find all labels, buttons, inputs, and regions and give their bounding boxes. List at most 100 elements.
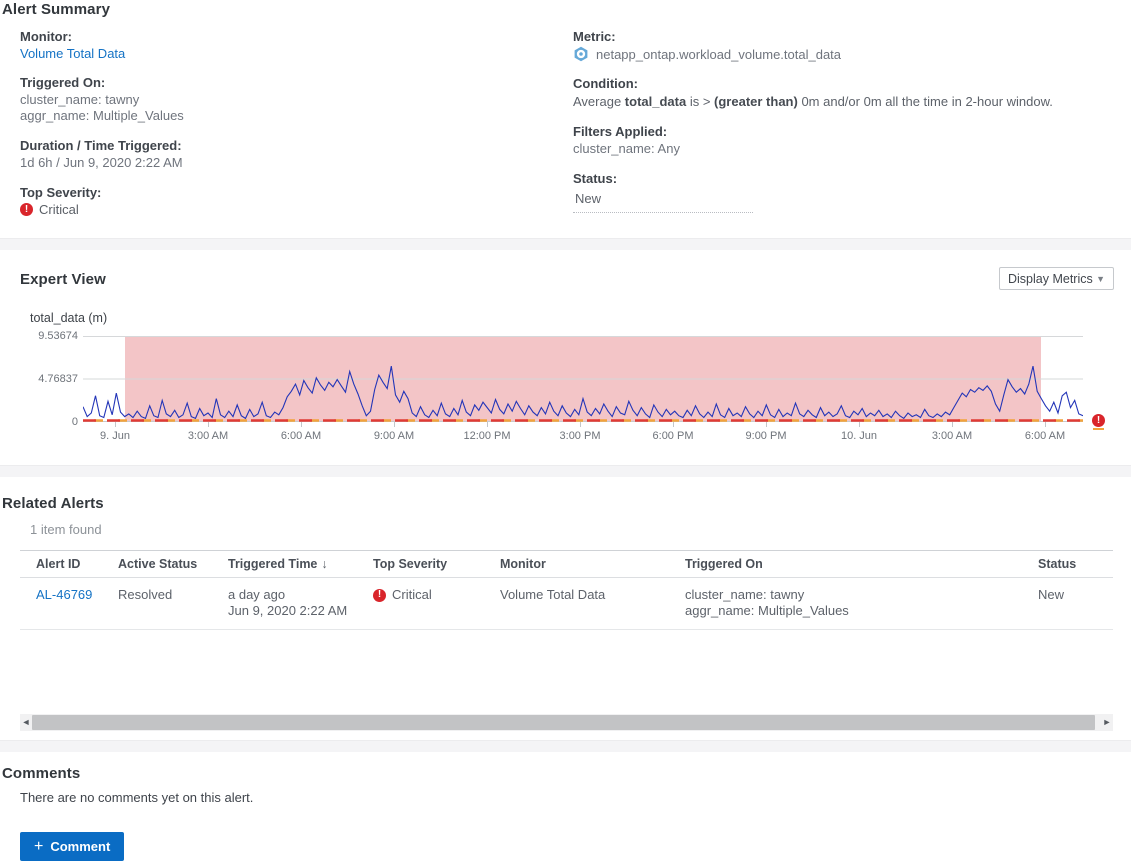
expert-view-title: Expert View — [20, 271, 106, 288]
monitor-field: Monitor: Volume Total Data — [20, 28, 540, 61]
triggered-on-cell: cluster_name: tawny aggr_name: Multiple_… — [669, 577, 1022, 630]
top-severity-value: Critical — [39, 202, 79, 217]
section-divider — [0, 465, 1131, 477]
monitor-label: Monitor: — [20, 29, 72, 44]
filters-value: cluster_name: Any — [573, 141, 680, 156]
top-severity-field: Top Severity: ! Critical — [20, 184, 540, 217]
x-tick-mark — [673, 422, 674, 427]
comments-empty-text: There are no comments yet on this alert. — [20, 790, 254, 805]
x-tick-label: 10. Jun — [840, 430, 878, 442]
x-tick-label: 6:00 AM — [280, 430, 322, 442]
triggered-on-value-1: cluster_name: tawny — [20, 92, 140, 107]
expert-view-section: Expert View Display Metrics ▼ total_data… — [0, 250, 1131, 465]
alert-summary-section: Alert Summary Monitor: Volume Total Data… — [0, 0, 1131, 238]
table-header-row: Alert ID Active Status Triggered Time ↓ T… — [20, 550, 1113, 578]
x-tick-label: 12:00 PM — [463, 430, 511, 442]
condition-text: Average total_data is > (greater than) 0… — [573, 94, 1053, 109]
metric-label: Metric: — [573, 29, 616, 44]
related-alerts-table: Alert ID Active Status Triggered Time ↓ T… — [20, 550, 1113, 630]
status-label: Status: — [573, 171, 618, 186]
triggered-on-field: Triggered On: cluster_name: tawny aggr_n… — [20, 74, 540, 124]
top-severity-label: Top Severity: — [20, 185, 102, 200]
x-tick-mark — [487, 422, 488, 427]
condition-field: Condition: Average total_data is > (grea… — [573, 75, 1113, 110]
table-row: AL-46769 Resolved a day ago Jun 9, 2020 … — [20, 577, 1113, 630]
warning-threshold-mark — [1093, 428, 1104, 430]
chart-plot-area[interactable] — [82, 336, 1084, 422]
chart-y-axis-title: total_data (m) — [30, 311, 108, 325]
metric-field: Metric: netapp_ontap.workload_volume.tot… — [573, 28, 1113, 62]
related-alerts-title: Related Alerts — [2, 495, 104, 512]
x-tick-mark — [859, 422, 860, 427]
x-tick-label: 6:00 AM — [1024, 430, 1066, 442]
x-tick-label: 3:00 AM — [931, 430, 973, 442]
x-tick-label: 3:00 PM — [559, 430, 601, 442]
scrollbar-thumb[interactable] — [32, 715, 1095, 730]
x-tick-mark — [1045, 422, 1046, 427]
y-tick-label: 9.53674 — [38, 330, 78, 342]
total-data-line-chart — [82, 336, 1084, 422]
condition-label: Condition: — [573, 76, 638, 91]
comments-title: Comments — [2, 765, 81, 782]
critical-icon: ! — [373, 588, 386, 602]
col-top-severity[interactable]: Top Severity — [357, 550, 484, 578]
x-tick-mark — [208, 422, 209, 427]
top-severity-cell: ! Critical — [357, 577, 484, 630]
y-tick-label: 0 — [71, 416, 78, 428]
display-metrics-label: Display Metrics — [1008, 271, 1093, 286]
horizontal-scrollbar[interactable]: ◄ ► — [20, 714, 1113, 731]
alert-summary-title: Alert Summary — [2, 1, 111, 18]
status-cell: New — [1022, 577, 1113, 630]
result-count: 1 item found — [30, 522, 102, 537]
add-comment-button[interactable]: + Comment — [20, 832, 125, 861]
x-tick-label: 9:00 PM — [745, 430, 787, 442]
chevron-down-icon: ▼ — [1096, 273, 1105, 284]
sort-desc-icon: ↓ — [321, 557, 328, 571]
col-triggered-on[interactable]: Triggered On — [669, 550, 1022, 578]
x-tick-label: 9:00 AM — [373, 430, 415, 442]
triggered-time-cell: a day ago Jun 9, 2020 2:22 AM — [212, 577, 357, 630]
x-tick-mark — [952, 422, 953, 427]
ontap-metric-icon — [574, 46, 588, 62]
active-status-cell: Resolved — [102, 577, 212, 630]
filters-field: Filters Applied: cluster_name: Any — [573, 123, 1113, 157]
monitor-cell: Volume Total Data — [484, 577, 669, 630]
comments-section: Comments There are no comments yet on th… — [0, 752, 1131, 863]
x-tick-mark — [115, 422, 116, 427]
status-field: Status: New — [573, 170, 1113, 213]
section-divider — [0, 238, 1131, 250]
duration-field: Duration / Time Triggered: 1d 6h / Jun 9… — [20, 137, 540, 171]
x-tick-label: 9. Jun — [100, 430, 130, 442]
x-tick-mark — [394, 422, 395, 427]
x-tick-mark — [301, 422, 302, 427]
alert-summary-left-column: Monitor: Volume Total Data Triggered On:… — [20, 28, 540, 230]
total-data-series-line — [82, 365, 1084, 420]
duration-value: 1d 6h / Jun 9, 2020 2:22 AM — [20, 155, 183, 170]
critical-icon: ! — [20, 203, 33, 216]
scroll-left-icon[interactable]: ◄ — [21, 717, 31, 727]
y-tick-label: 4.76837 — [38, 373, 78, 385]
alert-summary-right-column: Metric: netapp_ontap.workload_volume.tot… — [573, 28, 1113, 226]
display-metrics-dropdown[interactable]: Display Metrics ▼ — [999, 267, 1114, 290]
x-tick-mark — [766, 422, 767, 427]
triggered-on-label: Triggered On: — [20, 75, 106, 90]
status-select[interactable]: New — [573, 188, 753, 213]
col-active-status[interactable]: Active Status — [102, 550, 212, 578]
x-tick-mark — [580, 422, 581, 427]
monitor-link[interactable]: Volume Total Data — [20, 46, 126, 61]
col-status[interactable]: Status — [1022, 550, 1113, 578]
plus-icon: + — [34, 837, 44, 855]
x-tick-label: 6:00 PM — [652, 430, 694, 442]
critical-threshold-badge-icon: ! — [1092, 414, 1105, 427]
metric-value: netapp_ontap.workload_volume.total_data — [596, 46, 842, 62]
section-divider — [0, 740, 1131, 752]
duration-label: Duration / Time Triggered: — [20, 138, 182, 153]
triggered-on-value-2: aggr_name: Multiple_Values — [20, 108, 184, 123]
col-monitor[interactable]: Monitor — [484, 550, 669, 578]
alert-id-link[interactable]: AL-46769 — [36, 587, 93, 602]
col-triggered-time[interactable]: Triggered Time ↓ — [212, 550, 357, 578]
scroll-right-icon[interactable]: ► — [1102, 717, 1112, 727]
related-alerts-section: Related Alerts 1 item found Alert ID Act… — [0, 478, 1131, 740]
col-alert-id[interactable]: Alert ID — [20, 550, 102, 578]
filters-label: Filters Applied: — [573, 124, 668, 139]
